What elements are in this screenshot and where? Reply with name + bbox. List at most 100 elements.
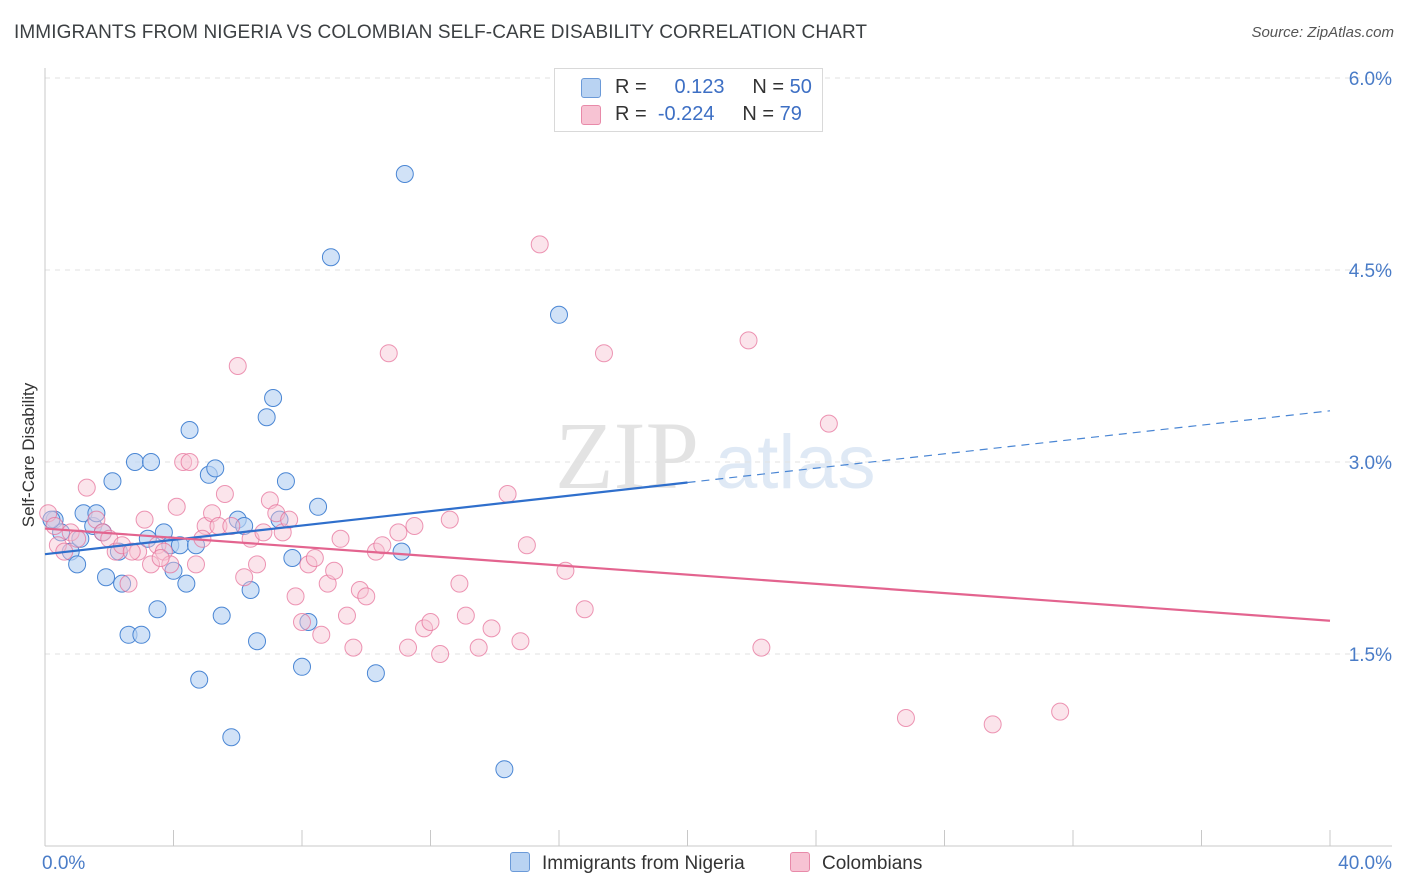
nigeria-point [264, 389, 283, 407]
nigeria-point [125, 453, 144, 471]
nigeria-point [395, 165, 414, 183]
nigeria-trend-extension [687, 410, 1331, 484]
grid-lines [45, 77, 1392, 655]
nigeria-point [190, 670, 209, 689]
colombians-point [186, 555, 205, 574]
colombians-point [61, 523, 80, 542]
legend-r-label: R = [615, 103, 647, 125]
colombians-point [517, 536, 536, 555]
bottom-legend-swatch-colombians [790, 852, 810, 872]
bottom-legend-label-colombians: Colombians [822, 853, 923, 874]
colombians-point [469, 638, 488, 657]
nigeria-point [392, 542, 411, 561]
colombians-point [142, 555, 161, 574]
nigeria-point [309, 497, 328, 516]
x-tick-label: 0.0% [42, 853, 85, 874]
colombians-point [405, 517, 424, 535]
colombians-point [373, 536, 392, 555]
nigeria-trend-line [44, 481, 688, 556]
nigeria-point [132, 625, 151, 644]
legend-swatch-colombians [581, 105, 601, 125]
y-axis-title: Self-Care Disability [19, 382, 38, 527]
nigeria-point [248, 632, 267, 651]
colombians-point [280, 510, 299, 529]
nigeria-point [257, 408, 276, 427]
colombians-point [511, 632, 530, 651]
legend-r-label: R = [615, 76, 647, 98]
watermark-zip: ZIP [555, 402, 699, 509]
colombians-point [222, 517, 241, 535]
nigeria-point [321, 248, 340, 267]
colombians-point [337, 606, 356, 625]
nigeria-point [87, 504, 106, 523]
y-tick-label: 3.0% [1349, 453, 1392, 474]
colombians-point [819, 414, 838, 433]
nigeria-point [113, 574, 132, 593]
legend-n-value: 79 [779, 103, 802, 125]
colombians-point [299, 555, 318, 574]
colombians-point [122, 542, 141, 561]
nigeria-point [366, 664, 385, 683]
colombians-point [739, 331, 758, 350]
y-tick-label: 4.5% [1349, 261, 1392, 282]
legend-n-label: N = [752, 76, 785, 98]
colombians-point [254, 523, 273, 542]
colombians-point [77, 478, 96, 497]
trend-lines [44, 410, 1331, 622]
legend-n-label: N = [742, 103, 775, 125]
colombians-point [325, 561, 344, 580]
colombians-point [119, 574, 138, 593]
stats-legend: R = 0.123 N = 50 R = -0.224 N = 79 [554, 68, 823, 132]
colombians-point [450, 574, 469, 593]
colombians-point [174, 453, 193, 471]
nigeria-point [177, 574, 196, 593]
nigeria-point [495, 760, 514, 779]
colombians-point [357, 587, 376, 606]
colombians-point [228, 357, 247, 375]
nigeria-point [283, 549, 302, 567]
legend-r-value: 0.123 [674, 76, 725, 98]
nigeria-point [97, 568, 116, 587]
colombians-point [421, 613, 440, 631]
colombians-point [350, 581, 369, 599]
colombians-point [344, 638, 363, 657]
nigeria-point [68, 555, 87, 574]
colombians-point [1051, 702, 1070, 721]
colombians-point [575, 600, 594, 619]
colombians-point [68, 529, 87, 548]
colombians-point [456, 606, 475, 625]
colombians-point [293, 613, 311, 631]
colombians-point [305, 549, 324, 567]
nigeria-point [142, 453, 161, 471]
colombians-point [594, 344, 613, 363]
colombians-point [180, 453, 199, 471]
colombians-point [399, 638, 418, 657]
nigeria-point [103, 472, 122, 491]
colombians-point [896, 709, 915, 727]
colombians-point [530, 235, 549, 254]
colombians-point [167, 497, 186, 516]
colombians-point [248, 555, 267, 574]
colombians-point [215, 485, 234, 503]
colombians-point [983, 715, 1002, 734]
legend-swatch-nigeria [581, 78, 601, 98]
colombians-point [389, 523, 408, 542]
colombians-point [482, 619, 501, 638]
x-tick-label: 40.0% [1338, 853, 1392, 874]
colombians-point [431, 645, 450, 663]
colombians-point [45, 517, 64, 535]
source-label: Source: ZipAtlas.com [1251, 24, 1394, 41]
nigeria-point [206, 459, 225, 478]
bottom-legend-swatch-nigeria [510, 852, 530, 872]
nigeria-point [222, 728, 241, 747]
bottom-legend-label-nigeria: Immigrants from Nigeria [542, 853, 745, 874]
colombians-point [286, 587, 305, 606]
colombians-point [752, 638, 771, 657]
colombians-point [161, 555, 180, 574]
colombians-point [498, 485, 517, 503]
colombians-point [331, 529, 350, 548]
legend-n-value: 50 [789, 76, 812, 98]
chart-title: IMMIGRANTS FROM NIGERIA VS COLOMBIAN SEL… [14, 22, 868, 43]
colombians-point [312, 625, 331, 644]
